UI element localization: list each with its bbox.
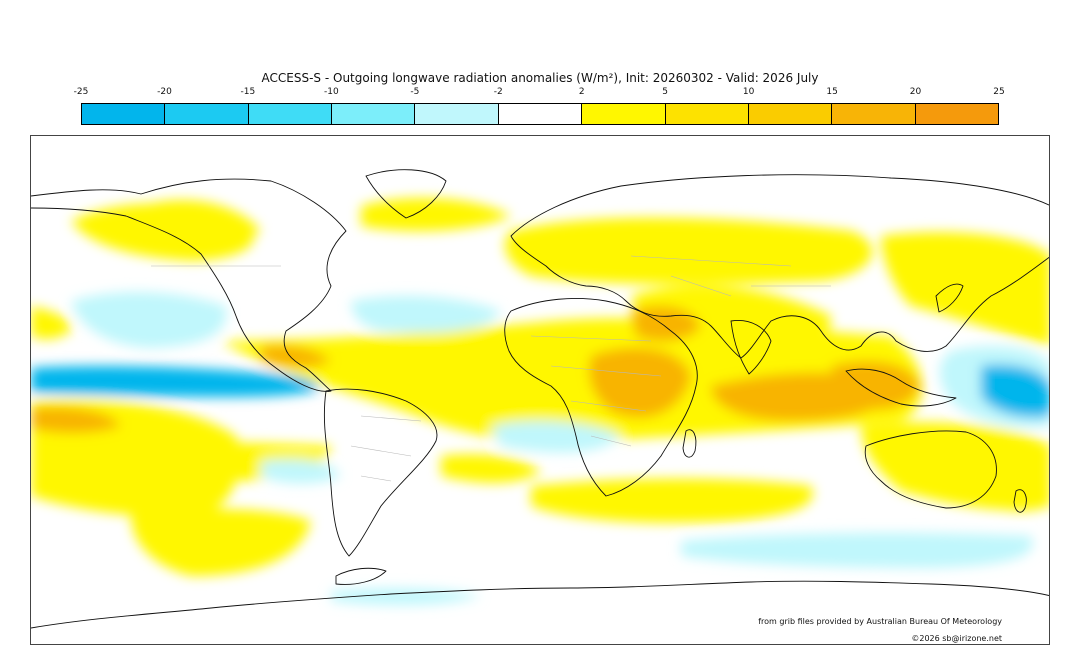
- colorbar-tick-label: -25: [73, 87, 89, 97]
- positive-anomaly-eastern-pacific: [31, 306, 71, 340]
- colorbar-tick-label: -20: [157, 87, 172, 97]
- colorbar-tick-label: -10: [324, 87, 339, 97]
- coastline-south-america: [323, 388, 438, 557]
- coastline-europe-asia: [510, 174, 1049, 359]
- positive-anomaly-new-zealand: [971, 476, 1049, 512]
- strong-negative-west-pacific: [981, 364, 1049, 418]
- colorbar-segment: [582, 104, 666, 124]
- coastline-africa: [504, 298, 698, 497]
- negative-anomaly-north-atlantic: [351, 295, 501, 333]
- colorbar: [81, 103, 999, 125]
- colorbar-segment: [165, 104, 249, 124]
- colorbar-segment: [82, 104, 166, 124]
- positive-anomaly-south-pacific-sw: [131, 509, 311, 576]
- colorbar-tick-label: -5: [410, 87, 420, 97]
- coastline-layer: [31, 169, 1049, 629]
- coastline-madagascar: [682, 429, 697, 458]
- borders-layer: [151, 255, 831, 482]
- colorbar-segment: [915, 104, 998, 124]
- strong-positive-africa: [589, 347, 691, 418]
- strong-positive-central-america: [261, 344, 331, 368]
- positive-anomaly-east-asia: [881, 232, 1049, 346]
- coastline-north-america: [31, 178, 347, 392]
- negative-anomaly-southern-ocean-atlantic: [331, 588, 481, 606]
- positive-anomaly-canada: [141, 200, 261, 246]
- positive-anomaly-north-atlantic: [361, 197, 511, 232]
- colorbar-tick-label: -2: [493, 87, 503, 97]
- source-credit: from grib files provided by Australian B…: [758, 617, 1002, 626]
- coastline-antarctica: [31, 580, 1049, 629]
- positive-anomaly-india: [631, 285, 831, 366]
- colorbar-segment: [248, 104, 333, 124]
- coastline-greenland: [365, 169, 447, 219]
- coastline-maritime-continent: [845, 368, 957, 407]
- colorbar-tick-label: 2: [578, 87, 585, 97]
- colorbar-tick-label: 5: [662, 87, 669, 97]
- colorbar-tick-label: 25: [993, 87, 1005, 97]
- colorbar-segment: [748, 104, 833, 124]
- colorbar-tick-label: 10: [742, 87, 755, 97]
- colorbar-tick-label: 15: [826, 87, 838, 97]
- negative-anomaly-north-pacific: [71, 291, 227, 348]
- positive-anomaly-south-pacific-band: [31, 436, 331, 481]
- colorbar-segment: [332, 104, 416, 124]
- coastline-antarctic-peninsula: [335, 567, 387, 585]
- strong-negative-equatorial-pacific: [31, 366, 321, 398]
- positive-anomaly-south-atlantic: [441, 454, 541, 483]
- map-title: ACCESS-S - Outgoing longwave radiation a…: [261, 71, 819, 85]
- negative-anomaly-southern-ocean: [681, 532, 1033, 568]
- colorbar-segment: [498, 104, 583, 124]
- map-panel: [30, 135, 1050, 645]
- colorbar-segment: [832, 104, 916, 124]
- coastline-japan: [935, 283, 964, 313]
- colorbar-segment: [665, 104, 749, 124]
- negative-anomaly-south-pacific: [261, 459, 341, 484]
- strong-positive-maritime-continent: [831, 361, 921, 410]
- anomaly-field-layer: [31, 197, 1049, 606]
- negative-anomaly-south-africa: [491, 420, 621, 453]
- colorbar-tick-label: 20: [909, 87, 922, 97]
- coastline-australia: [864, 430, 997, 509]
- positive-anomaly-indian-ocean-south: [531, 478, 813, 523]
- positive-anomaly-europe-siberia: [505, 217, 873, 285]
- coastline-new-zealand: [1013, 489, 1027, 513]
- colorbar-segment: [415, 104, 499, 124]
- anomaly-map: [31, 169, 1049, 629]
- strong-positive-east-pacific-south: [31, 406, 121, 433]
- copyright-credit: ©2026 sb@irizone.net: [911, 634, 1002, 643]
- colorbar-tick-label: -15: [240, 87, 256, 97]
- coastline-india: [730, 320, 772, 375]
